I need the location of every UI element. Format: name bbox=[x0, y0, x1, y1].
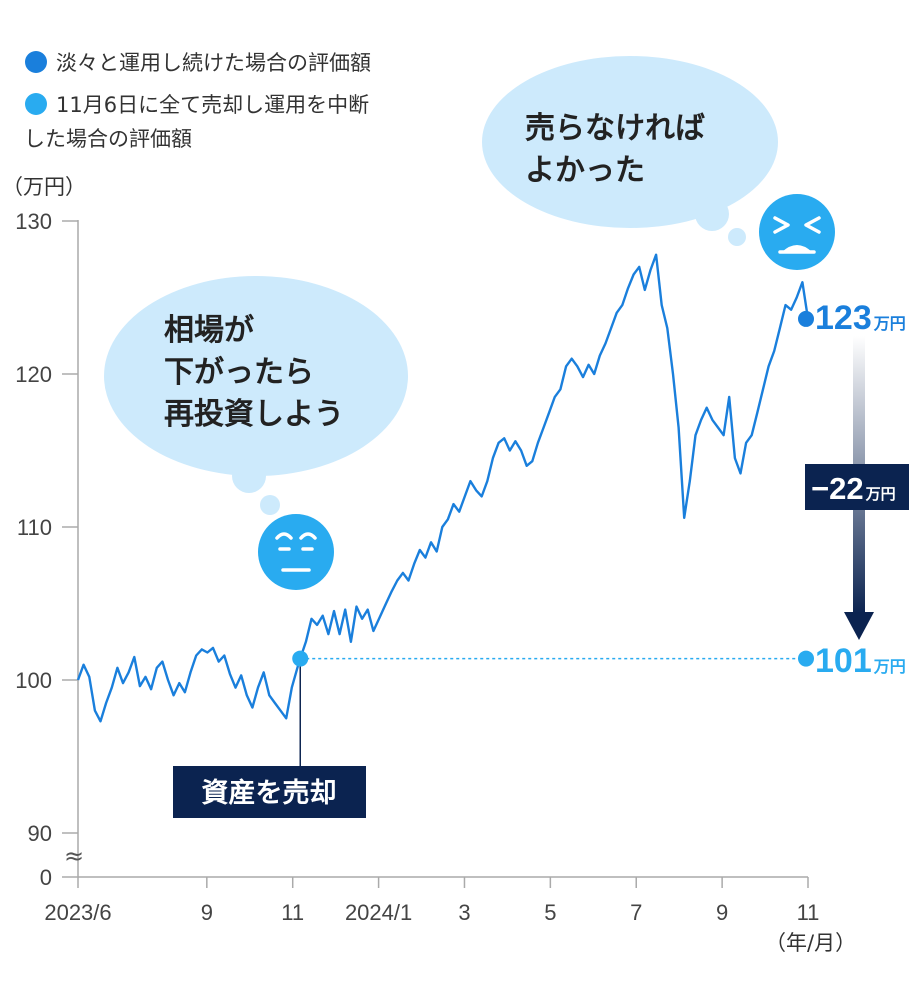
end-value-sold-number: 101 bbox=[815, 642, 872, 680]
bubble-right-shape bbox=[482, 56, 778, 228]
axis-break-icon: ≈ bbox=[64, 842, 84, 870]
end-value-continued-number: 123 bbox=[815, 299, 872, 337]
bubble-right-trail-large bbox=[695, 197, 729, 231]
bubble-left-line2: 下がったら bbox=[164, 355, 314, 390]
end-value-sold: 101 万円 bbox=[815, 642, 906, 680]
bubble-left-shape bbox=[104, 276, 408, 476]
sell-label-box: 資産を売却 bbox=[173, 766, 366, 818]
bubble-left-trail-large bbox=[232, 459, 266, 493]
legend-label-sold-line1: 11月6日に全て売却し運用を中断 bbox=[56, 93, 369, 117]
end-value-sold-unit: 万円 bbox=[873, 657, 906, 676]
x-axis-unit: （年/月） bbox=[765, 931, 856, 955]
bubble-left-line3: 再投資しよう bbox=[164, 397, 344, 432]
y-tick-label: 100 bbox=[15, 668, 52, 693]
x-tick-label: 5 bbox=[544, 900, 556, 925]
x-tick-label: 2023/6 bbox=[44, 900, 111, 925]
x-ticks: 2023/6 9 11 2024/1 3 5 7 9 11 bbox=[44, 877, 819, 925]
y-tick-label: 120 bbox=[15, 362, 52, 387]
difference-label: −22 万円 bbox=[805, 464, 909, 510]
x-tick-label: 2024/1 bbox=[345, 900, 412, 925]
y-tick-label: 0 bbox=[40, 865, 52, 890]
bubble-left-line1: 相場が bbox=[164, 313, 254, 348]
bubble-right-line1: 売らなければ bbox=[525, 111, 705, 146]
bubble-right-line2: よかった bbox=[525, 153, 645, 188]
difference-unit: 万円 bbox=[865, 485, 896, 503]
legend-label-sold-line2: した場合の評価額 bbox=[24, 127, 192, 151]
neutral-face-icon bbox=[258, 514, 334, 590]
end-marker-sold bbox=[798, 650, 814, 667]
legend-marker-sold bbox=[25, 93, 47, 115]
sell-point-marker bbox=[292, 650, 309, 667]
distressed-face-icon bbox=[759, 194, 835, 270]
sell-label-text: 資産を売却 bbox=[202, 777, 337, 809]
legend-label-continued: 淡々と運用し続けた場合の評価額 bbox=[56, 51, 371, 75]
x-tick-label: 11 bbox=[281, 900, 304, 925]
y-ticks: 0 90 100 110 120 130 bbox=[15, 209, 78, 890]
x-tick-label: 9 bbox=[201, 900, 213, 925]
x-tick-label: 7 bbox=[630, 900, 642, 925]
x-tick-label: 3 bbox=[458, 900, 470, 925]
end-value-continued-unit: 万円 bbox=[873, 314, 906, 333]
end-value-continued: 123 万円 bbox=[815, 299, 906, 337]
thought-bubble-right: 売らなければ よかった bbox=[482, 56, 778, 246]
end-marker-continued bbox=[798, 310, 814, 327]
x-tick-label: 9 bbox=[716, 900, 728, 925]
legend-marker-continued bbox=[25, 51, 47, 73]
y-tick-label: 130 bbox=[15, 209, 52, 234]
continued-series-line bbox=[76, 253, 810, 723]
x-tick-label: 11 bbox=[797, 900, 820, 925]
difference-value: −22 bbox=[811, 471, 864, 506]
thought-bubble-left: 相場が 下がったら 再投資しよう bbox=[104, 276, 408, 515]
bubble-left-trail-small bbox=[260, 495, 280, 515]
y-tick-label: 110 bbox=[17, 515, 52, 540]
bubble-right-trail-small bbox=[728, 228, 746, 246]
y-axis-unit: （万円） bbox=[2, 175, 86, 199]
legend: 淡々と運用し続けた場合の評価額 11月6日に全て売却し運用を中断 した場合の評価… bbox=[24, 51, 371, 151]
y-tick-label: 90 bbox=[28, 821, 52, 846]
